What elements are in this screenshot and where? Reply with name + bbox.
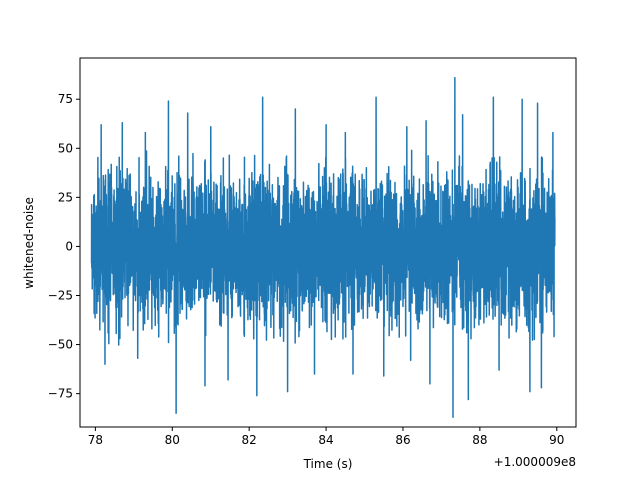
x-tick-label: 90 bbox=[549, 433, 564, 447]
x-tick-label: 80 bbox=[165, 433, 180, 447]
x-tick-label: 88 bbox=[472, 433, 487, 447]
x-tick-label: 82 bbox=[242, 433, 257, 447]
y-tick-label: 25 bbox=[58, 190, 73, 204]
y-tick-label: −50 bbox=[48, 338, 73, 352]
series-line-whitened-noise bbox=[90, 76, 556, 418]
x-axis-ticks: 78 80 82 84 86 88 90 bbox=[88, 427, 564, 447]
x-tick-label: 78 bbox=[88, 433, 103, 447]
y-tick-label: 0 bbox=[65, 239, 73, 253]
y-tick-label: 75 bbox=[58, 92, 73, 106]
x-tick-label: 84 bbox=[318, 433, 333, 447]
x-tick-label: 86 bbox=[395, 433, 410, 447]
y-tick-label: −25 bbox=[48, 288, 73, 302]
y-tick-label: 50 bbox=[58, 141, 73, 155]
series-layer bbox=[90, 76, 556, 418]
x-axis-label: Time (s) bbox=[303, 457, 353, 471]
y-axis-label: whitened-noise bbox=[22, 197, 36, 289]
plot-frame bbox=[79, 57, 577, 428]
x-axis-offset-label: +1.000009e8 bbox=[494, 455, 576, 469]
y-tick-label: −75 bbox=[48, 387, 73, 401]
y-axis-ticks: −75 −50 −25 0 25 50 75 bbox=[48, 92, 80, 401]
